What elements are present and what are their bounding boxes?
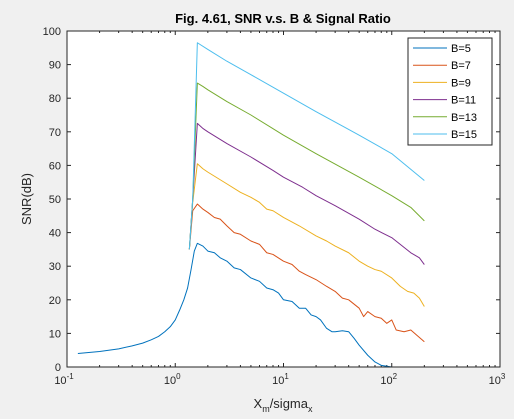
x-tick-label: 102 (380, 372, 397, 387)
y-tick-label: 20 (49, 295, 61, 307)
x-tick-label-base: 10 (489, 375, 501, 387)
x-tick-label: 100 (164, 372, 181, 387)
y-tick-label: 0 (55, 362, 61, 374)
y-tick-label: 40 (49, 228, 61, 240)
series-line-3 (188, 163, 425, 307)
x-tick-label: 103 (489, 372, 506, 387)
series-line-4 (188, 122, 425, 265)
y-tick-label: 100 (43, 26, 61, 38)
series-group (77, 42, 425, 368)
x-tick-label-base: 10 (380, 375, 392, 387)
y-tick-label: 60 (49, 160, 61, 172)
legend-label: B=13 (451, 112, 477, 124)
legend-label: B=7 (451, 60, 471, 72)
legend-label: B=15 (451, 129, 477, 141)
legend-label: B=5 (451, 43, 471, 55)
x-axis-label-mid: /sigma (270, 396, 309, 411)
x-tick-label: 10-1 (54, 372, 74, 387)
chart-title: Fig. 4.61, SNR v.s. B & Signal Ratio (175, 11, 391, 26)
x-tick-label-exponent: 1 (284, 372, 289, 381)
series-line-2 (188, 203, 425, 343)
series-line-6 (188, 42, 425, 250)
series-line-1 (77, 242, 425, 368)
legend: B=5 B=7 B=9 B=11 B=13 B=15 (407, 37, 493, 146)
series-line-5 (188, 82, 425, 250)
y-tick-label: 80 (49, 93, 61, 105)
plot-frame (66, 30, 501, 368)
legend-items: B=5 B=7 B=9 B=11 B=13 B=15 (413, 43, 477, 141)
x-tick-label-base: 10 (54, 375, 66, 387)
y-tick-label: 30 (49, 261, 61, 273)
x-axis-label: Xm/sigmax (254, 396, 313, 414)
x-tick-label-base: 10 (272, 375, 284, 387)
x-tick-label-exponent: 3 (501, 372, 506, 381)
x-axis-label-mid-subscript: x (308, 404, 313, 414)
legend-box (407, 37, 493, 146)
legend-label: B=11 (451, 95, 476, 107)
legend-label: B=9 (451, 77, 471, 89)
x-tick-label-base: 10 (164, 375, 176, 387)
x-axis-ticks: 10-1 100 101 102 103 (54, 31, 506, 387)
x-tick-label-exponent: 2 (393, 372, 398, 381)
x-tick-label-exponent: -1 (67, 372, 75, 381)
x-axis-label-base: X (254, 396, 263, 411)
y-tick-label: 70 (49, 127, 61, 139)
y-tick-label: 90 (49, 60, 61, 72)
x-tick-label: 101 (272, 372, 289, 387)
y-tick-label: 50 (49, 194, 61, 206)
y-tick-label: 10 (49, 328, 61, 340)
y-axis-label: SNR(dB) (19, 173, 34, 225)
y-axis-ticks: 0 10 20 30 40 50 60 70 80 90 100 (43, 26, 500, 374)
x-axis-label-base-subscript: m (262, 404, 270, 414)
x-tick-label-exponent: 0 (176, 372, 181, 381)
